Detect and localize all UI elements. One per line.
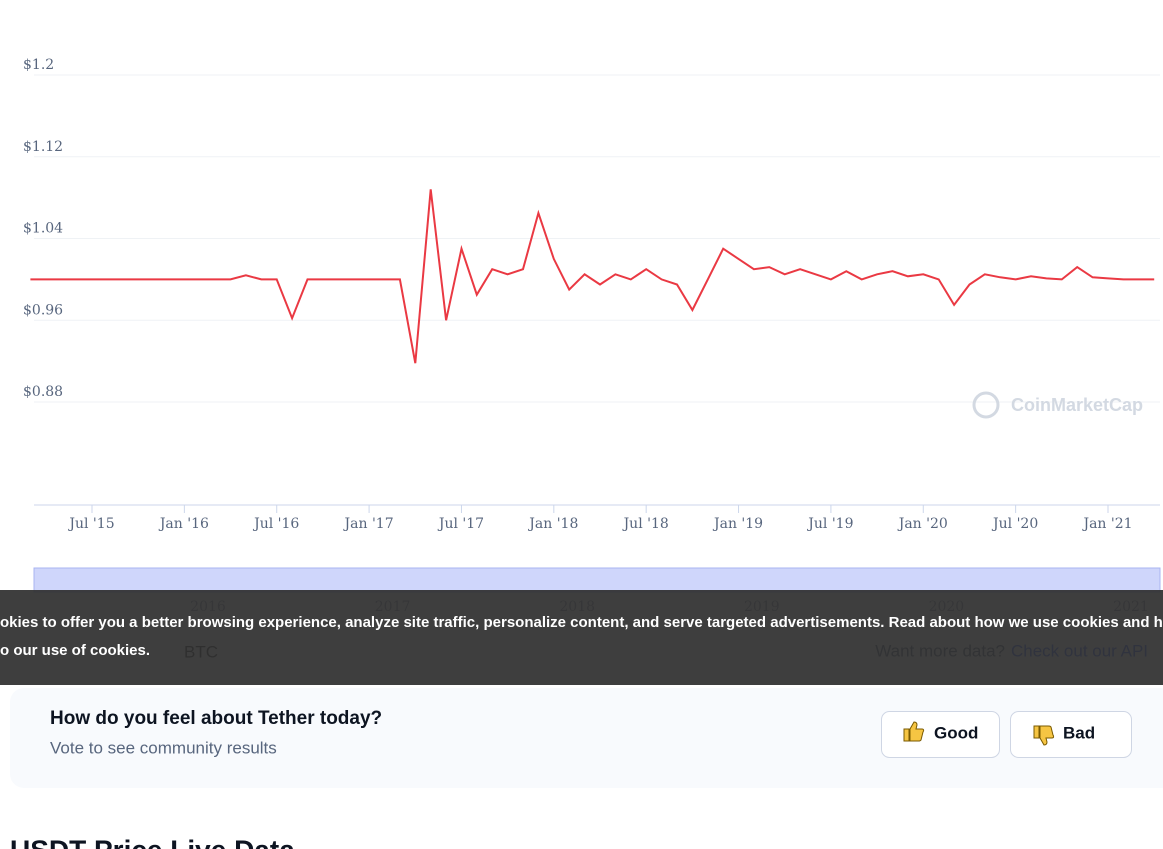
cookie-text: okies to offer you a better browsing exp… [0, 614, 1163, 631]
x-tick-label: Jan '20 [897, 516, 948, 532]
section-heading: USDT Price Live Data [10, 834, 295, 849]
y-tick-label: $1.04 [23, 221, 63, 237]
vote-subtitle: Vote to see community results [50, 738, 277, 757]
vote-title: How do you feel about Tether today? [50, 708, 382, 729]
x-tick-label: Jul '18 [622, 516, 669, 532]
bad-button[interactable] [1010, 711, 1132, 758]
price-line [30, 189, 1155, 364]
y-tick-label: $0.88 [23, 384, 63, 400]
watermark-logo [972, 391, 1000, 419]
x-tick-label: Jul '17 [437, 516, 484, 532]
y-tick-label: $1.2 [23, 57, 54, 73]
x-tick-label: Jan '19 [712, 516, 763, 532]
y-tick-label: $0.96 [23, 302, 63, 318]
cookie-banner [0, 590, 1163, 685]
x-tick-label: Jan '16 [158, 516, 209, 532]
y-tick-label: $1.12 [23, 139, 63, 155]
x-tick-label: Jul '20 [991, 516, 1038, 532]
thumb-down-icon [1033, 725, 1055, 746]
x-tick-label: Jan '18 [527, 516, 578, 532]
good-label[interactable]: Good [934, 723, 978, 742]
navigator[interactable] [34, 568, 1160, 592]
x-tick-label: Jan '21 [1081, 516, 1132, 532]
vote-card [10, 688, 1163, 788]
thumb-up-icon [903, 721, 925, 742]
x-tick-label: Jul '15 [67, 516, 114, 532]
x-tick-label: Jul '16 [252, 516, 299, 532]
x-tick-label: Jan '17 [343, 516, 394, 532]
cookie-text: o our use of cookies. [0, 642, 150, 659]
bad-label[interactable]: Bad [1063, 723, 1095, 742]
x-tick-label: Jul '19 [806, 516, 853, 532]
good-button[interactable] [881, 711, 1000, 758]
watermark: CoinMarketCap [1011, 395, 1143, 415]
